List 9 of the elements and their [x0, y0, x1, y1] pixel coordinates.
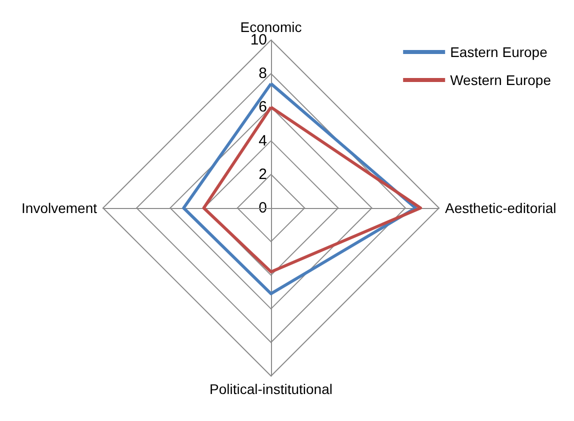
- spoke-label: Political-institutional: [210, 381, 332, 397]
- y-tick-label: 8: [258, 65, 267, 82]
- spoke-label: Involvement: [22, 200, 98, 216]
- y-tick-label: 4: [258, 132, 267, 150]
- legend-label: Eastern Europe: [450, 44, 548, 60]
- y-tick-label: 2: [258, 166, 267, 183]
- legend-label: Western Europe: [450, 72, 552, 88]
- y-tick-label: 6: [258, 98, 267, 116]
- spoke-label: Aesthetic-editorial: [445, 200, 556, 216]
